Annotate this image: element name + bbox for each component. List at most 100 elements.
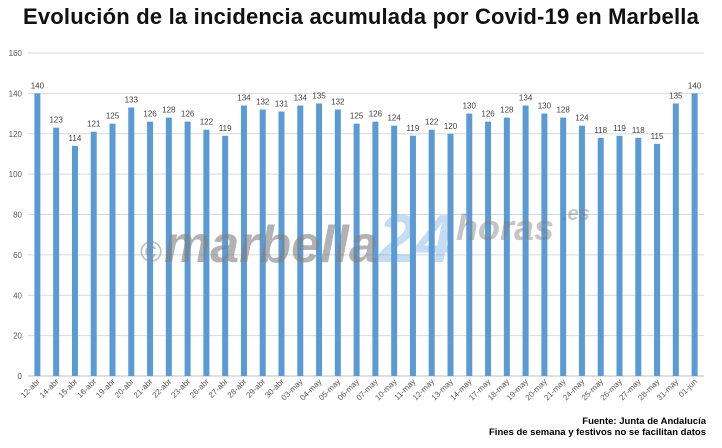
data-label: 130 (538, 102, 552, 111)
data-label: 133 (125, 96, 139, 105)
x-tick-label: 23-abr (169, 377, 192, 400)
y-tick-label: 60 (13, 251, 22, 260)
data-label: 135 (669, 91, 683, 100)
bar (128, 107, 135, 376)
data-label: 128 (500, 106, 514, 115)
data-label: 114 (69, 134, 82, 143)
x-tick-label: 26-abr (188, 377, 211, 400)
data-label: 126 (481, 110, 495, 119)
data-label: 130 (463, 102, 477, 111)
data-note: Fines de semana y festivos no se facilit… (489, 427, 706, 438)
data-label: 119 (219, 124, 232, 133)
x-tick-label: 12-abr (19, 377, 42, 400)
y-tick-label: 140 (9, 89, 23, 98)
data-label: 132 (331, 98, 345, 107)
x-tick-label: 27-abr (207, 377, 230, 400)
bar (297, 105, 304, 377)
data-label: 122 (200, 118, 214, 127)
data-label: 122 (425, 118, 439, 127)
bar (203, 129, 210, 376)
x-tick-label: 20-abr (113, 377, 136, 400)
bar (485, 121, 492, 376)
data-label: 118 (594, 126, 607, 135)
x-axis-ticks: 12-abr14-abr15-abr16-abr19-abr20-abr21-a… (19, 377, 699, 402)
bar (691, 93, 698, 376)
x-tick-label: 01-jun (677, 377, 699, 399)
bar (259, 109, 266, 377)
data-label: 115 (651, 132, 664, 141)
chart-footer: Fuente: Junta de Andalucía Fines de sema… (489, 416, 706, 438)
bar (597, 137, 604, 376)
data-label: 140 (688, 81, 702, 90)
x-tick-label: 22-abr (151, 377, 174, 400)
bar (447, 133, 454, 376)
data-label: 125 (350, 112, 364, 121)
y-tick-label: 80 (13, 211, 22, 220)
data-label: 123 (49, 116, 63, 125)
data-label: 121 (87, 120, 101, 129)
y-tick-label: 160 (9, 49, 23, 58)
y-axis-ticks: 0 20 40 60 80 100 120 140 160 (9, 49, 23, 381)
data-label: 128 (162, 106, 176, 115)
bar (147, 121, 154, 376)
bar (541, 113, 548, 376)
source-note: Fuente: Junta de Andalucía (582, 416, 706, 427)
y-tick-label: 0 (18, 372, 23, 381)
x-tick-label: 21-abr (132, 377, 155, 400)
data-label: 126 (181, 110, 195, 119)
bar (184, 121, 191, 376)
data-label: 128 (556, 106, 570, 115)
data-label: 119 (407, 124, 420, 133)
data-label: 134 (519, 93, 533, 102)
data-label: 124 (575, 114, 589, 123)
x-tick-label: 15-abr (57, 377, 80, 400)
data-label: 118 (632, 126, 645, 135)
data-label: 131 (275, 100, 289, 109)
bar (316, 103, 323, 376)
y-tick-label: 120 (9, 130, 23, 139)
bar (560, 117, 567, 376)
bar (522, 105, 529, 377)
data-label: 132 (256, 98, 270, 107)
x-tick-label: 28-abr (226, 377, 249, 400)
chart-title: Evolución de la incidencia acumulada por… (22, 4, 700, 29)
bar (53, 127, 60, 376)
bar (165, 117, 172, 376)
data-label: 126 (143, 110, 157, 119)
y-tick-label: 40 (13, 291, 22, 300)
bar (409, 135, 416, 376)
bar (391, 125, 398, 376)
bars (34, 93, 698, 377)
bar (109, 123, 116, 376)
bar (578, 125, 585, 376)
bar (503, 117, 510, 376)
y-tick-label: 20 (13, 332, 22, 341)
bar (466, 113, 473, 376)
bar (654, 143, 661, 376)
bar (372, 121, 379, 376)
x-tick-label: 16-abr (75, 377, 98, 400)
data-label: 119 (613, 124, 626, 133)
bar (616, 135, 623, 376)
data-label: 125 (106, 112, 120, 121)
bar (71, 145, 78, 376)
y-tick-label: 100 (9, 170, 23, 179)
bar (278, 111, 285, 376)
bar (240, 105, 247, 377)
x-tick-label: 14-abr (38, 377, 61, 400)
bar (334, 109, 341, 377)
data-label: 134 (294, 93, 308, 102)
bar (34, 93, 41, 376)
grid-lines (28, 52, 704, 377)
data-label: 124 (387, 114, 401, 123)
bar (353, 123, 360, 376)
bar (672, 103, 679, 376)
data-label: 134 (237, 93, 251, 102)
bar (222, 135, 229, 376)
x-tick-label: 29-abr (244, 377, 267, 400)
data-label: 120 (444, 122, 458, 131)
x-tick-label: 19-abr (94, 377, 117, 400)
data-label: 126 (369, 110, 383, 119)
